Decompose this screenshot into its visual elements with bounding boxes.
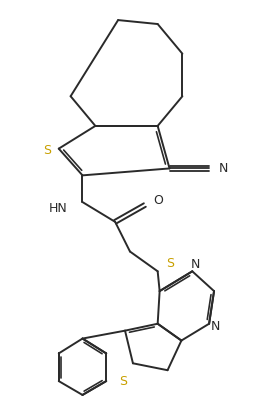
Text: N: N — [210, 320, 220, 333]
Text: N: N — [190, 258, 199, 271]
Text: S: S — [43, 144, 51, 157]
Text: S: S — [166, 257, 174, 270]
Text: N: N — [218, 162, 228, 175]
Text: HN: HN — [49, 201, 67, 214]
Text: S: S — [119, 374, 126, 387]
Text: O: O — [153, 193, 163, 206]
